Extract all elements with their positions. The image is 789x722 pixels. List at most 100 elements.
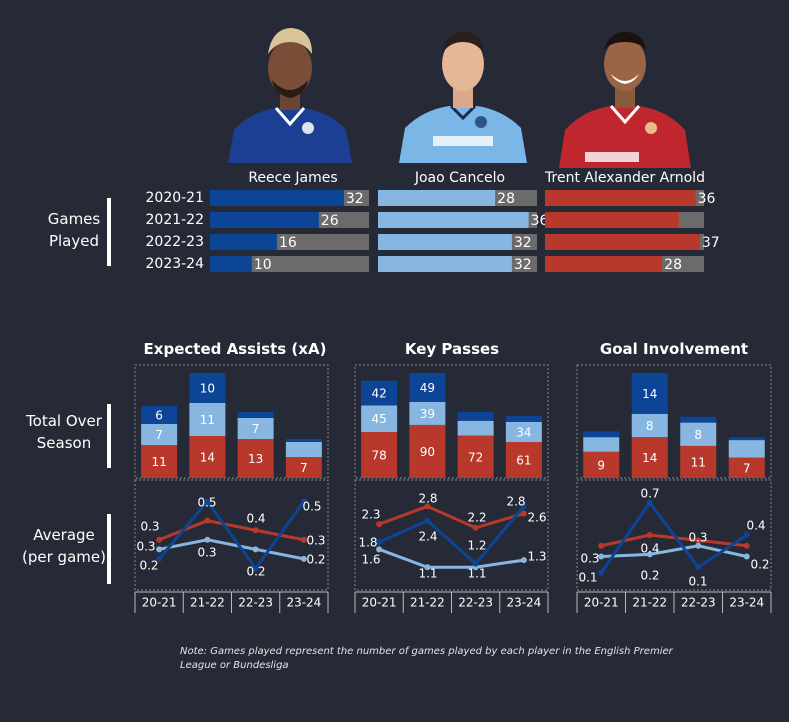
games-played-label: Games Played [38,208,110,252]
line-point-kp-2-0 [376,539,383,546]
bar-kp-0-0 [361,431,398,478]
bar-label-kp-0-0: 78 [371,448,386,462]
axis-label-kp-0: 20-21 [362,596,397,610]
games-bar-reece-james-2 [210,234,277,250]
bar-gi-2-2 [680,416,717,423]
bar-gi-0-1 [631,437,668,478]
games-bar-joao-cancelo-0 [378,190,496,206]
point-label-gi-3: 0.4 [640,542,659,556]
average-per-game-line2: (per game) [22,548,106,566]
bar-label-gi-0-3: 7 [743,461,751,475]
line-point-gi-2-0 [598,569,605,576]
panel-frame-bars-xa [134,364,329,479]
line-point-gi-0-2 [695,537,702,544]
point-label-xa-7: 0.3 [306,534,325,548]
axis-label-xa-0: 20-21 [142,596,177,610]
games-bar-trent-alexander-arnold-2 [545,234,700,250]
point-label-kp-1: 1.8 [358,536,377,550]
line-point-gi-0-0 [598,542,605,549]
player-name-joao-cancelo: Joao Cancelo [414,170,506,186]
point-label-gi-0: 0.3 [580,552,599,566]
point-label-kp-11: 1.3 [527,550,546,564]
games-label-reece-james-2: 16 [279,235,297,251]
total-over-season-divider [107,404,111,468]
line-point-xa-0-1 [204,517,211,524]
bar-label-gi-1-2: 8 [694,428,702,442]
line-point-kp-0-2 [472,524,479,531]
point-label-kp-2: 1.6 [361,553,380,567]
bar-kp-1-1 [409,401,446,425]
bar-kp-0-2 [457,435,494,478]
axis-label-xa-2: 22-23 [238,596,273,610]
line-point-xa-1-2 [252,546,259,553]
games-label-reece-james-3: 10 [254,257,272,273]
player-photo-joao-cancelo [393,18,533,163]
point-label-xa-8: 0.2 [139,559,158,573]
games-bar-joao-cancelo-3 [378,256,512,272]
games-label-joao-cancelo-3: 32 [514,257,532,273]
games-label-trent-alexander-arnold-3: 28 [664,257,682,273]
bar-label-xa-1-2: 7 [252,422,260,436]
metric-title-key-passes: Key Passes [404,340,500,358]
bar-xa-0-0 [141,445,178,478]
line-point-gi-1-3 [743,553,750,560]
bar-gi-1-3 [728,440,765,458]
line-point-gi-1-0 [598,553,605,560]
bar-label-gi-0-2: 11 [691,455,706,469]
point-label-xa-1: 0.3 [136,540,155,554]
games-bar-joao-cancelo-2 [378,234,512,250]
line-point-kp-1-1 [424,564,431,571]
point-label-kp-3: 2.8 [418,492,437,506]
point-label-xa-6: 0.5 [302,500,321,514]
bar-kp-0-3 [505,442,542,478]
panel-frame-bars-kp [354,364,549,479]
bar-label-kp-2-1: 49 [420,381,435,395]
bar-label-kp-1-0: 45 [371,412,386,426]
line-point-xa-1-1 [204,536,211,543]
games-bar-reece-james-1 [210,212,319,228]
season-label-2020-21: 2020-21 [145,190,205,206]
point-label-gi-8: 0.2 [750,558,769,572]
bar-label-kp-1-3: 34 [516,425,531,439]
point-label-gi-1: 0.1 [578,571,597,585]
point-label-xa-0: 0.3 [140,520,159,534]
line-point-kp-2-3 [520,503,527,510]
bar-kp-1-0 [361,405,398,432]
games-label-joao-cancelo-2: 32 [514,235,532,251]
bar-label-xa-0-3: 7 [300,461,308,475]
point-label-kp-6: 2.2 [467,511,486,525]
line-xa-1 [158,538,305,561]
player-photo-reece-james [220,18,360,163]
bar-gi-0-0 [583,451,620,478]
bar-gi-1-2 [680,422,717,446]
line-point-kp-0-0 [376,521,383,528]
total-over-season-label: Total Over Season [14,410,114,454]
line-point-gi-1-2 [695,542,702,549]
bar-kp-1-2 [457,420,494,436]
games-label-joao-cancelo-1: 36 [531,213,549,229]
line-point-gi-1-1 [646,551,653,558]
line-point-xa-0-0 [156,536,163,543]
bar-label-xa-1-0: 7 [155,428,163,442]
total-over-season-line2: Season [36,434,92,452]
bar-label-kp-2-0: 42 [371,387,386,401]
line-point-kp-0-1 [424,503,431,510]
panel-frame-lines-kp [354,479,549,591]
line-point-kp-1-0 [376,546,383,553]
point-label-xa-2: 0.5 [197,496,216,510]
point-label-kp-10: 2.6 [527,511,546,525]
bar-xa-1-0 [141,424,178,445]
bar-xa-2-1 [189,373,226,403]
line-gi-0 [600,533,747,548]
footnote: Note: Games played represent the number … [180,645,700,673]
point-label-kp-4: 2.4 [418,530,437,544]
total-over-season-line1: Total Over [26,412,102,430]
bar-kp-1-3 [505,421,542,443]
bar-xa-1-1 [189,403,226,436]
bar-label-xa-0-0: 11 [151,455,166,469]
bar-label-xa-0-2: 13 [248,452,263,466]
point-label-xa-5: 0.2 [246,565,265,579]
bar-label-kp-1-1: 39 [420,407,435,421]
player-photo-trent-alexander-arnold [555,18,695,168]
bar-xa-0-1 [189,436,226,478]
